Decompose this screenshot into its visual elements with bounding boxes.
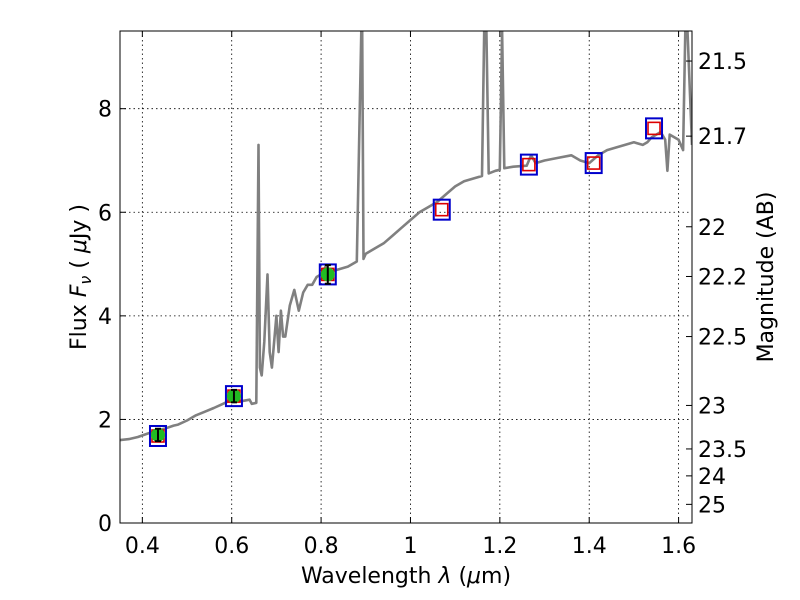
x-axis-label-part: m) (481, 564, 511, 589)
model-point-box (519, 153, 538, 176)
x-axis-label: Wavelength λ (μm) (301, 564, 511, 589)
model-photometry-series (148, 117, 664, 447)
y-axis-label: Flux Fν ( μJy ) (67, 204, 95, 350)
y2-tick-label: 23.5 (698, 438, 747, 463)
spectrum-line (120, 31, 692, 442)
y2-tick-label: 24 (698, 465, 726, 490)
x-axis-label-part: ( (451, 564, 467, 589)
x-tick-label: 0.4 (125, 534, 160, 559)
y-axis-label-part: F (67, 284, 92, 297)
axis-ticks: 0.4 0.6 0.8 1 1.2 1.4 1.60246821.521.72222.222… (98, 31, 747, 559)
y-tick-label: 2 (98, 408, 112, 433)
model-point-box (148, 424, 167, 447)
model-point-inner (586, 156, 601, 170)
model-point-inner (647, 121, 661, 136)
y2-tick-label: 22.5 (698, 326, 747, 351)
x-tick-label: 1.6 (661, 534, 696, 559)
y-tick-label: 8 (98, 98, 112, 123)
observed-photometry-series (150, 264, 335, 443)
x-axis-label-part: μ (466, 564, 481, 589)
y-axis-label-part: Jy ) (67, 204, 92, 241)
y2-tick-label: 21.5 (698, 50, 747, 75)
spectrum-series (120, 31, 692, 442)
y-axis-label-part: μ (67, 239, 92, 254)
y2-tick-label: 25 (698, 493, 726, 518)
x-tick-label: 0.8 (304, 534, 339, 559)
y2-tick-label: 22 (698, 216, 726, 241)
y-axis-label-part: ν (76, 276, 95, 285)
model-point-box (432, 198, 451, 221)
x-tick-label: 0.6 (214, 534, 249, 559)
model-point-inner (522, 157, 536, 172)
y-axis-label-part: ( (67, 253, 92, 276)
x-tick-label: 1.4 (572, 534, 607, 559)
y2-tick-label: 22.2 (698, 265, 747, 290)
y2-tick-label: 21.7 (698, 125, 747, 150)
y2-axis-label: Magnitude (AB) (754, 192, 779, 363)
y2-tick-label: 23 (698, 394, 726, 419)
y-tick-label: 0 (98, 512, 112, 537)
model-point-box (584, 152, 603, 175)
y-tick-label: 6 (98, 201, 112, 226)
model-point-inner (434, 202, 449, 217)
x-axis-label-part: λ (437, 564, 451, 589)
grid-lines (120, 31, 692, 524)
plot-frame (119, 30, 693, 524)
x-tick-label: 1.2 (482, 534, 517, 559)
y-axis-label-part: Flux (67, 297, 92, 350)
model-point-box (645, 117, 664, 140)
x-tick-label: 1 (403, 534, 417, 559)
x-axis-label-part: Wavelength (301, 564, 439, 589)
y-tick-label: 4 (98, 305, 112, 330)
model-point-box (224, 385, 243, 408)
